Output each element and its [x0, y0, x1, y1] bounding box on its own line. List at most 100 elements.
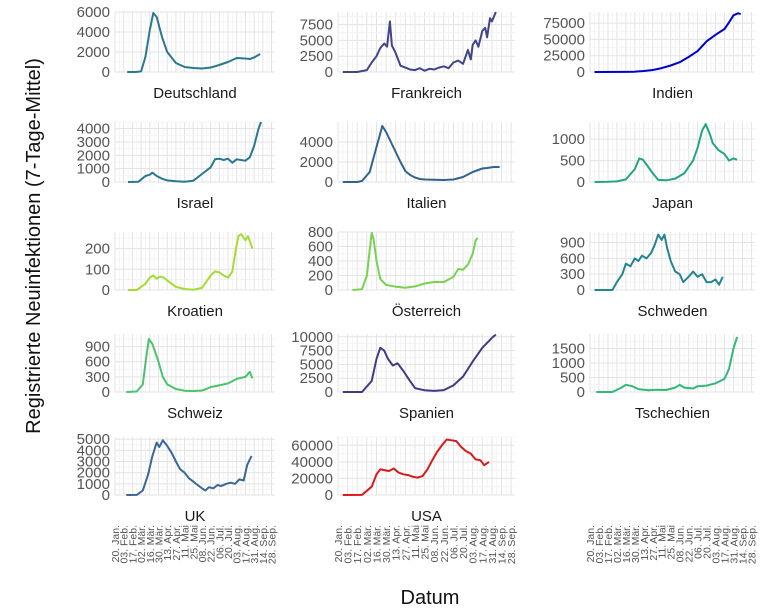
x-tick-label: 03. Feb.	[119, 525, 131, 564]
x-tick-label: 16. Mär.	[621, 525, 633, 563]
y-tick-label: 5000	[300, 356, 333, 373]
facet-panel-italien: 0 2000 4000 Italien	[300, 122, 515, 212]
x-tick-label: 03. Aug.	[711, 525, 723, 564]
x-tick-label: 13. Apr.	[391, 525, 403, 561]
facet-label: Schweiz	[167, 405, 223, 422]
series-line-tschechien	[596, 336, 739, 393]
y-tick-label: 1000	[552, 355, 585, 372]
y-tick-label: 5000	[300, 32, 333, 49]
y-tick-label: 0	[577, 282, 585, 299]
x-tick-label: 16. Mär.	[372, 525, 384, 563]
x-tick-label: 20. Jul.	[223, 525, 235, 559]
x-tick-label: 06. Jul.	[214, 525, 226, 559]
facet-label: UK	[185, 508, 206, 525]
x-tick-label: 03. Aug.	[468, 525, 480, 564]
y-tick-label: 2000	[77, 465, 110, 482]
y-tick-label: 3000	[77, 134, 110, 151]
x-tick-label: 30. Mär.	[154, 525, 166, 563]
y-tick-label: 0	[102, 384, 110, 401]
y-tick-label: 600	[560, 250, 585, 267]
y-tick-label: 25000	[543, 48, 585, 65]
y-tick-label: 20000	[291, 470, 333, 487]
y-tick-label: 1000	[552, 131, 585, 148]
x-tick-label: 08. Jun.	[675, 525, 687, 562]
x-tick-label: 28. Sep.	[267, 525, 279, 564]
facet-panel-deutschland: 0 2000 4000 6000 Deutschland	[77, 4, 275, 102]
y-tick-label: 0	[325, 64, 333, 81]
y-tick-label: 2500	[300, 48, 333, 65]
y-axis-title: Registrierte Neuinfektionen (7-Tage-Mitt…	[23, 58, 45, 434]
x-tick-label: 06. Jul.	[693, 525, 705, 559]
x-tick-label: 30. Mär.	[630, 525, 642, 563]
y-tick-label: 2500	[300, 370, 333, 387]
x-tick-label: 03. Feb.	[343, 525, 355, 564]
y-tick-label: 0	[325, 282, 333, 299]
series-line-japan	[594, 123, 738, 183]
y-tick-label: 0	[102, 174, 110, 191]
x-tick-label: 11. Mai	[410, 525, 422, 559]
x-tick-label: 17. Feb.	[603, 525, 615, 564]
x-tick-label: 28. Sep.	[506, 525, 518, 564]
facet-label: Japan	[652, 195, 693, 212]
y-tick-label: 50000	[543, 31, 585, 48]
x-tick-label: 02. Mär.	[362, 525, 374, 563]
y-tick-label: 60000	[291, 437, 333, 454]
x-tick-label: 22. Jun.	[684, 525, 696, 562]
x-tick-label: 13. Apr.	[639, 525, 651, 561]
x-tick-label: 27. Apr.	[648, 525, 660, 561]
y-tick-label: 900	[560, 235, 585, 252]
facet-label: Deutschland	[153, 85, 236, 102]
series-line-uk	[126, 439, 253, 496]
series-line-indien	[594, 12, 741, 73]
y-tick-label: 600	[308, 239, 333, 256]
x-tick-label: 08. Jun.	[429, 525, 441, 562]
y-tick-label: 0	[102, 487, 110, 504]
facet-panels: 0200040006000Deutschland0250050007500Fra…	[77, 4, 755, 525]
series-line-spanien	[342, 333, 497, 393]
facet-label: Frankreich	[391, 85, 462, 102]
series-line-schweiz	[126, 338, 254, 393]
x-tick-label: 25. Mai	[188, 525, 200, 559]
y-tick-label: 1500	[552, 341, 585, 358]
facet-panel-japan: 0 500 1000 Japan	[552, 122, 755, 212]
x-tick-label: 17. Aug.	[240, 525, 252, 564]
y-tick-label: 300	[85, 369, 110, 386]
x-tick-label: 02. Mär.	[136, 525, 148, 563]
y-tick-label: 900	[85, 339, 110, 356]
series-line-israel	[127, 121, 263, 183]
x-tick-label: 28. Sep.	[746, 525, 758, 564]
y-tick-label: 100	[85, 261, 110, 278]
y-tick-label: 1000	[77, 476, 110, 493]
series-line-kroatien	[128, 233, 254, 291]
x-tick-label: 20. Jan.	[110, 525, 122, 562]
facet-label: Kroatien	[167, 303, 223, 320]
x-tick-label: 27. Apr.	[171, 525, 183, 561]
facet-panel-kroatien: 0 100 200 Kroatien	[85, 232, 275, 320]
x-tick-label: 03. Feb.	[594, 525, 606, 564]
x-tick-label: 25. Mai	[420, 525, 432, 559]
x-tick-label: 16. Mär.	[145, 525, 157, 563]
x-tick-label: 31. Aug.	[487, 525, 499, 564]
x-tick-label: 17. Feb.	[127, 525, 139, 564]
x-tick-label: 03. Aug.	[232, 525, 244, 564]
y-tick-label: 600	[85, 354, 110, 371]
x-tick-label: 11. Mai	[657, 525, 669, 559]
y-tick-label: 0	[577, 64, 585, 81]
series-line-usa	[342, 438, 490, 496]
y-tick-label: 0	[325, 384, 333, 401]
x-tick-label: 27. Apr.	[400, 525, 412, 561]
y-tick-label: 7500	[300, 343, 333, 360]
y-tick-label: 2000	[77, 44, 110, 61]
x-tick-label: 25. Mai	[666, 525, 678, 559]
x-tick-label: 06. Jul.	[448, 525, 460, 559]
x-tick-label: 17. Aug.	[477, 525, 489, 564]
series-line-italien	[342, 125, 500, 183]
x-axis-title: Datum	[401, 587, 460, 609]
y-tick-label: 0	[325, 174, 333, 191]
